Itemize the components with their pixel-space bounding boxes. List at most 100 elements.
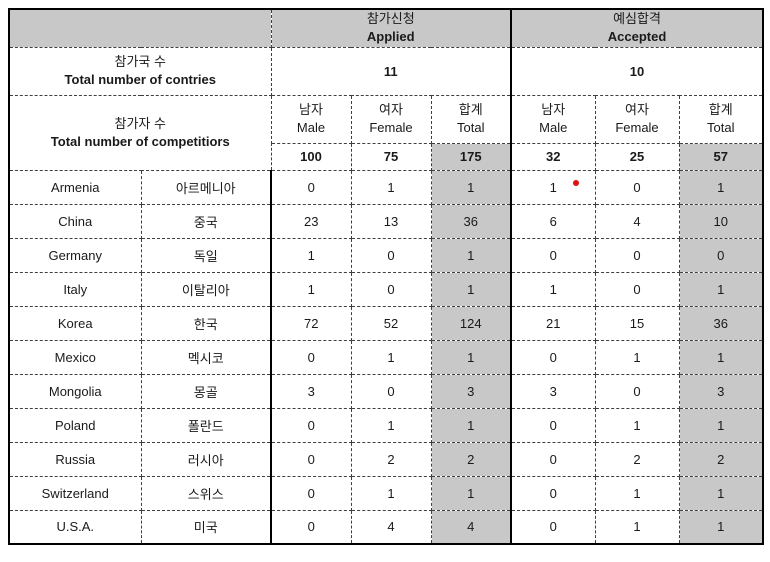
value-accepted-total: 1 [678,271,764,307]
accepted-female-en: Female [615,120,659,135]
applied-male-ko: 남자 [299,102,323,117]
value-applied-male: 0 [270,509,352,545]
value-applied-female: 1 [350,475,432,511]
country-name-ko: 러시아 [140,441,272,477]
value-accepted-male: 1 [510,169,596,205]
col-header-accepted-male: 남자 Male [510,94,596,144]
country-name-en: Germany [8,237,142,273]
totals-accepted-total: 57 [678,142,764,171]
value-applied-male: 72 [270,305,352,341]
value-accepted-female: 0 [594,237,680,273]
applied-total-en: Total [457,120,485,135]
value-applied-female: 0 [350,271,432,307]
value-accepted-male: 21 [510,305,596,341]
value-accepted-male: 0 [510,509,596,545]
value-applied-female: 1 [350,339,432,375]
total-countries-accepted-value: 10 [509,46,764,96]
value-applied-female: 4 [350,509,432,545]
value-accepted-female: 0 [594,169,680,205]
value-accepted-male: 0 [510,237,596,273]
total-competitors-label-en: Total number of competitiors [50,133,230,149]
applied-female-en: Female [369,120,413,135]
value-applied-total: 1 [430,339,512,375]
accepted-male-ko: 남자 [541,102,566,117]
total-countries-label-en: Total number of contries [64,72,216,87]
applied-male-en: Male [296,120,326,135]
totals-accepted-female: 25 [594,142,680,171]
totals-applied-female: 75 [350,142,432,171]
section-header-row: 참가신청 Applied 예심합격 Accepted [8,8,764,48]
value-applied-male: 23 [270,203,352,239]
total-countries-label-ko: 참가국 수 [114,54,166,69]
column-header-row: 참가자 수 Total number of competitiors 남자 Ma… [8,94,764,171]
totals-applied-total: 175 [430,142,512,171]
country-name-en: Korea [8,305,142,341]
table-row-germany: Germany 독일 1 0 1 0 0 0 [8,237,764,273]
value-applied-total: 2 [430,441,512,477]
value-accepted-total: 1 [678,407,764,443]
value-applied-total: 124 [430,305,512,341]
total-competitors-label: 참가자 수 Total number of competitiors [8,94,272,171]
value-applied-total: 1 [430,237,512,273]
value-applied-female: 52 [350,305,432,341]
value-accepted-total: 0 [678,237,764,273]
country-name-en: China [8,203,142,239]
accepted-male-en: Male [539,120,568,135]
value-applied-total: 3 [430,373,512,409]
value-accepted-total: 2 [678,441,764,477]
table-row-china: China 중국 23 13 36 6 4 10 [8,203,764,239]
totals-row: 100 75 175 32 25 57 [9,142,764,171]
country-name-ko: 독일 [140,237,272,273]
value-applied-male: 1 [270,237,352,273]
value-applied-female: 1 [350,169,432,205]
value-applied-male: 0 [270,339,352,375]
value-applied-female: 0 [350,373,432,409]
value-applied-female: 13 [350,203,432,239]
country-name-en: Russia [8,441,142,477]
country-name-en: Armenia [8,169,142,205]
table-row-switzerland: Switzerland 스위스 0 1 1 0 1 1 [8,475,764,511]
country-name-ko: 미국 [140,509,272,545]
comment-marker-dot [572,179,579,186]
accepted-section-header: 예심합격 Accepted [509,8,764,48]
table-row-usa: U.S.A. 미국 0 4 4 0 1 1 [8,509,764,545]
totals-accepted-male: 32 [510,142,596,171]
country-name-ko: 한국 [140,305,272,341]
applied-label-ko: 참가신청 [366,11,415,27]
value-applied-male: 0 [270,475,352,511]
applied-female-ko: 여자 [379,102,403,117]
table-row-poland: Poland 폴란드 0 1 1 0 1 1 [8,407,764,443]
value-accepted-total: 1 [678,475,764,511]
value-accepted-male: 0 [510,339,596,375]
value-accepted-total: 36 [678,305,764,341]
value-accepted-total: 3 [678,373,764,409]
value-applied-male: 1 [270,271,352,307]
table-row-mongolia: Mongolia 몽골 3 0 3 3 0 3 [8,373,764,409]
value-applied-male: 0 [270,441,352,477]
value-accepted-male: 6 [510,203,596,239]
value-applied-male: 3 [270,373,352,409]
col-header-applied-female: 여자 Female [350,94,432,144]
country-name-ko: 멕시코 [140,339,272,375]
total-countries-row: 참가국 수 Total number of contries 11 10 [8,46,764,96]
value-accepted-male: 0 [510,407,596,443]
country-name-ko: 중국 [140,203,272,239]
value-accepted-male: 0 [510,475,596,511]
value-applied-total: 1 [430,475,512,511]
country-name-en: Poland [8,407,142,443]
value-accepted-total: 1 [678,169,764,205]
accepted-label-en: Accepted [607,29,667,45]
accepted-total-en: Total [707,120,735,135]
table-row-italy: Italy 이탈리아 1 0 1 1 0 1 [8,271,764,307]
value-accepted-female: 15 [594,305,680,341]
value-accepted-male: 0 [510,441,596,477]
value-accepted-female: 2 [594,441,680,477]
country-name-en: U.S.A. [8,509,142,545]
value-applied-total: 1 [430,271,512,307]
country-name-en: Mexico [8,339,142,375]
country-name-ko: 아르메니아 [140,169,272,205]
value-accepted-female: 0 [594,373,680,409]
value-applied-male: 0 [270,169,352,205]
value-applied-female: 2 [350,441,432,477]
table-row-korea: Korea 한국 72 52 124 21 15 36 [8,305,764,341]
